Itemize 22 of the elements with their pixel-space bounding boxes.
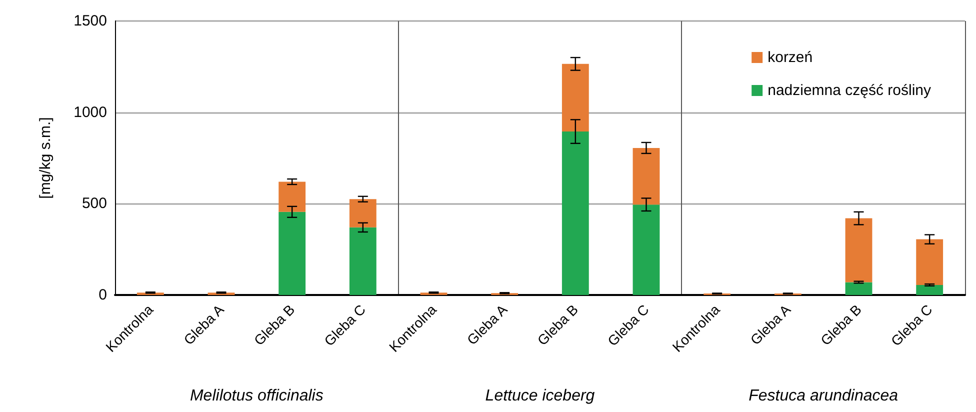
- bar: [349, 199, 376, 228]
- y-tick-label: 0: [98, 286, 107, 304]
- bar: [916, 284, 944, 295]
- bar: [278, 212, 306, 295]
- legend-label: nadziemna część rośliny: [768, 82, 932, 99]
- y-tick-label: 1000: [74, 104, 107, 121]
- bar: [349, 227, 376, 295]
- bar: [632, 148, 660, 205]
- y-tick-label: 1500: [74, 12, 107, 30]
- bar: [562, 64, 589, 132]
- y-tick-label: 500: [82, 195, 107, 212]
- bar: [845, 282, 872, 295]
- legend-label: korzeń: [768, 49, 813, 66]
- text: Melilotus officinalis: [190, 388, 324, 404]
- bar: [562, 132, 589, 295]
- bar: [916, 239, 944, 285]
- bar: [632, 204, 660, 295]
- bar: [845, 218, 872, 282]
- text: Festuca arundinacea: [748, 388, 898, 404]
- text: Lettuce iceberg: [485, 388, 595, 404]
- bar: [278, 182, 306, 212]
- y-axis-title: [mg/kg s.m.]: [37, 117, 54, 199]
